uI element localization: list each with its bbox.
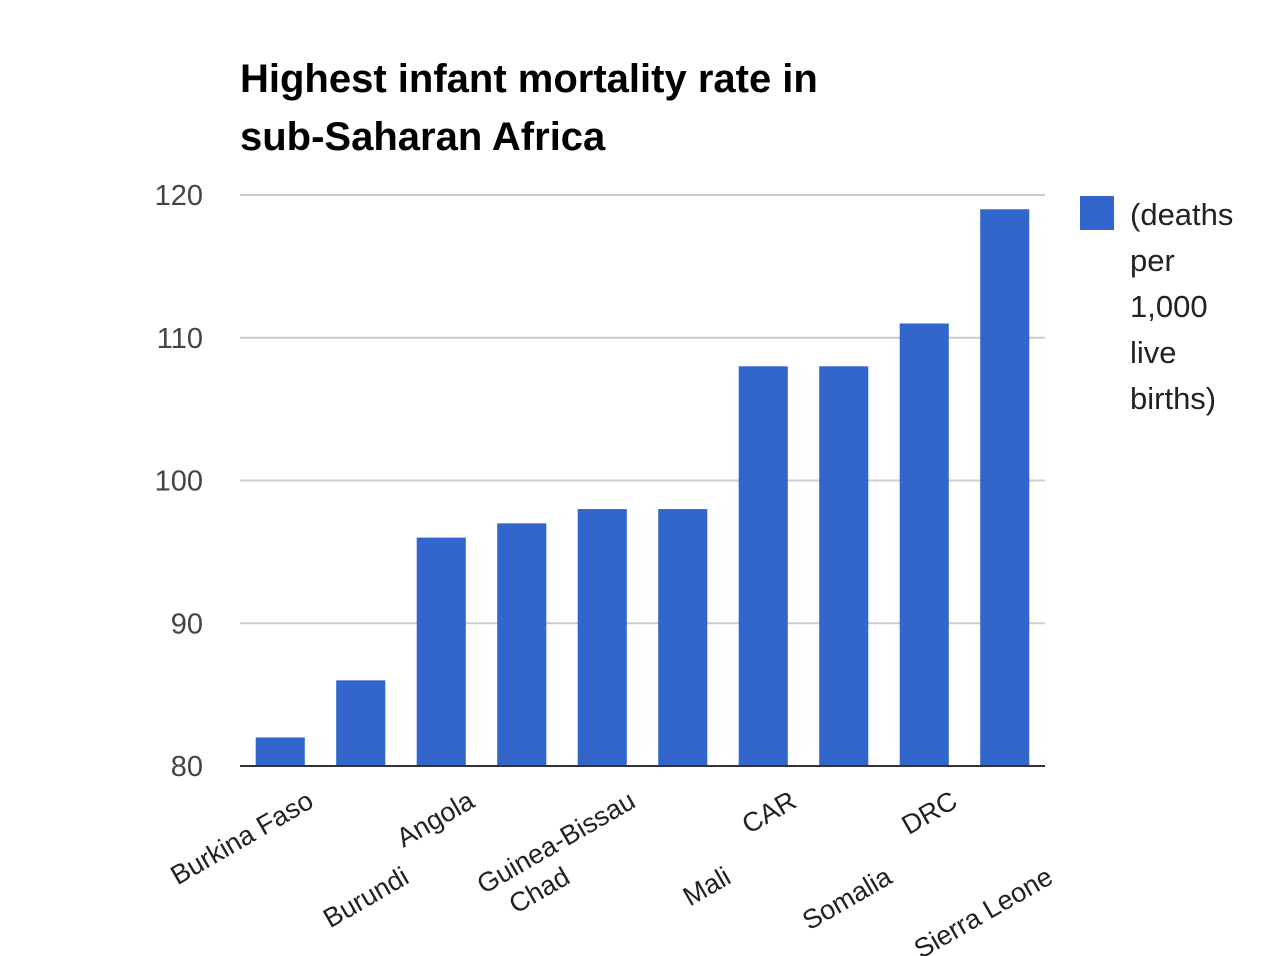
x-tick-label-burkina-faso: Burkina Faso	[165, 785, 318, 891]
bar-somalia	[819, 366, 869, 766]
x-tick-label-angola: Angola	[391, 785, 480, 854]
bar-guinea-bissau	[577, 509, 627, 766]
y-tick-label-80: 80	[171, 751, 203, 783]
legend-label: (deaths per 1,000 live births)	[1130, 197, 1234, 416]
x-tick-label-burundi: Burundi	[318, 861, 414, 934]
chart-title-line-1: Highest infant mortality rate in	[240, 57, 818, 101]
bar-sierra-leone	[980, 209, 1030, 766]
x-tick-label-somalia: Somalia	[797, 861, 897, 936]
bar-chad	[497, 523, 547, 766]
y-tick-label-90: 90	[171, 608, 203, 640]
chart-title-line-2: sub-Saharan Africa	[240, 115, 606, 159]
bars	[255, 209, 1030, 766]
x-tick-label-mali: Mali	[678, 861, 736, 912]
chart-title: Highest infant mortality rate in sub-Sah…	[240, 50, 1000, 166]
bar-mali	[658, 509, 708, 766]
y-tick-label-120: 120	[155, 180, 203, 212]
x-tick-label-sierra-leone: Sierra Leone	[909, 861, 1058, 956]
bar-burkina-faso	[255, 737, 305, 766]
bar-angola	[416, 537, 466, 766]
legend-swatch	[1080, 196, 1114, 230]
y-tick-label-100: 100	[155, 466, 203, 498]
y-tick-label-110: 110	[157, 323, 203, 355]
x-tick-label-car: CAR	[737, 785, 801, 839]
bar-car	[738, 366, 788, 766]
x-tick-label-drc: DRC	[897, 785, 963, 840]
bar-drc	[899, 323, 949, 766]
bar-burundi	[336, 680, 386, 766]
